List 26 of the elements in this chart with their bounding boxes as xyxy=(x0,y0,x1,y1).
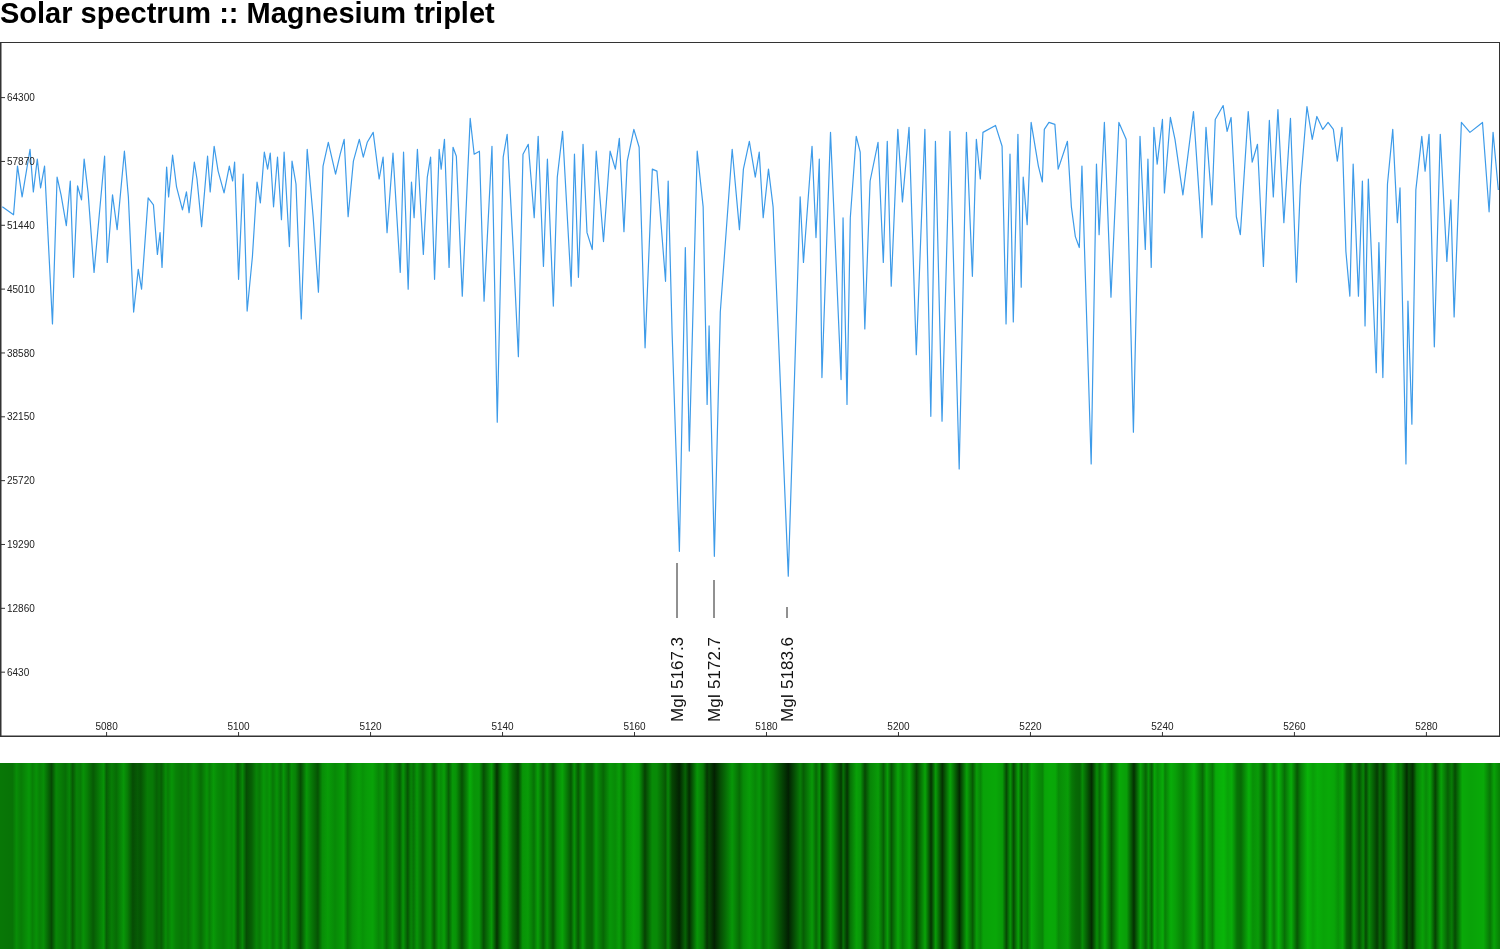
x-tick-label: 5100 xyxy=(227,721,251,732)
annotation: MgI 5183.6 xyxy=(778,636,797,722)
x-tick-label: 5200 xyxy=(887,721,911,732)
y-tick-label: 51440 xyxy=(7,219,36,231)
x-tick-label: 5160 xyxy=(623,721,647,732)
annotation: MgI 5167.3 xyxy=(668,636,687,722)
y-tick-label: 64300 xyxy=(7,92,36,104)
x-tick-label: 5140 xyxy=(491,721,515,732)
y-tick-label: 38580 xyxy=(7,347,36,359)
chart-title: Solar spectrum :: Magnesium triplet xyxy=(0,0,495,30)
x-tick-label: 5080 xyxy=(95,721,119,732)
x-tick-label: 5260 xyxy=(1283,721,1306,732)
annotation: MgI 5172.7 xyxy=(705,636,724,722)
y-tick-label: 25720 xyxy=(7,475,36,487)
y-tick-label: 12860 xyxy=(7,602,36,614)
x-tick-label: 5180 xyxy=(755,721,779,732)
y-tick-label: 19290 xyxy=(7,539,36,551)
x-tick-label: 5120 xyxy=(359,721,383,732)
y-tick-label: 57870 xyxy=(7,156,36,167)
x-tick-label: 5240 xyxy=(1151,721,1174,732)
x-tick-label: 5280 xyxy=(1415,721,1438,732)
line-series xyxy=(1,104,1499,577)
y-tick-label: 32150 xyxy=(7,411,36,423)
y-tick-label: 45010 xyxy=(7,283,36,295)
x-tick-label: 5220 xyxy=(1019,721,1043,732)
y-tick-label: 6430 xyxy=(7,666,30,678)
